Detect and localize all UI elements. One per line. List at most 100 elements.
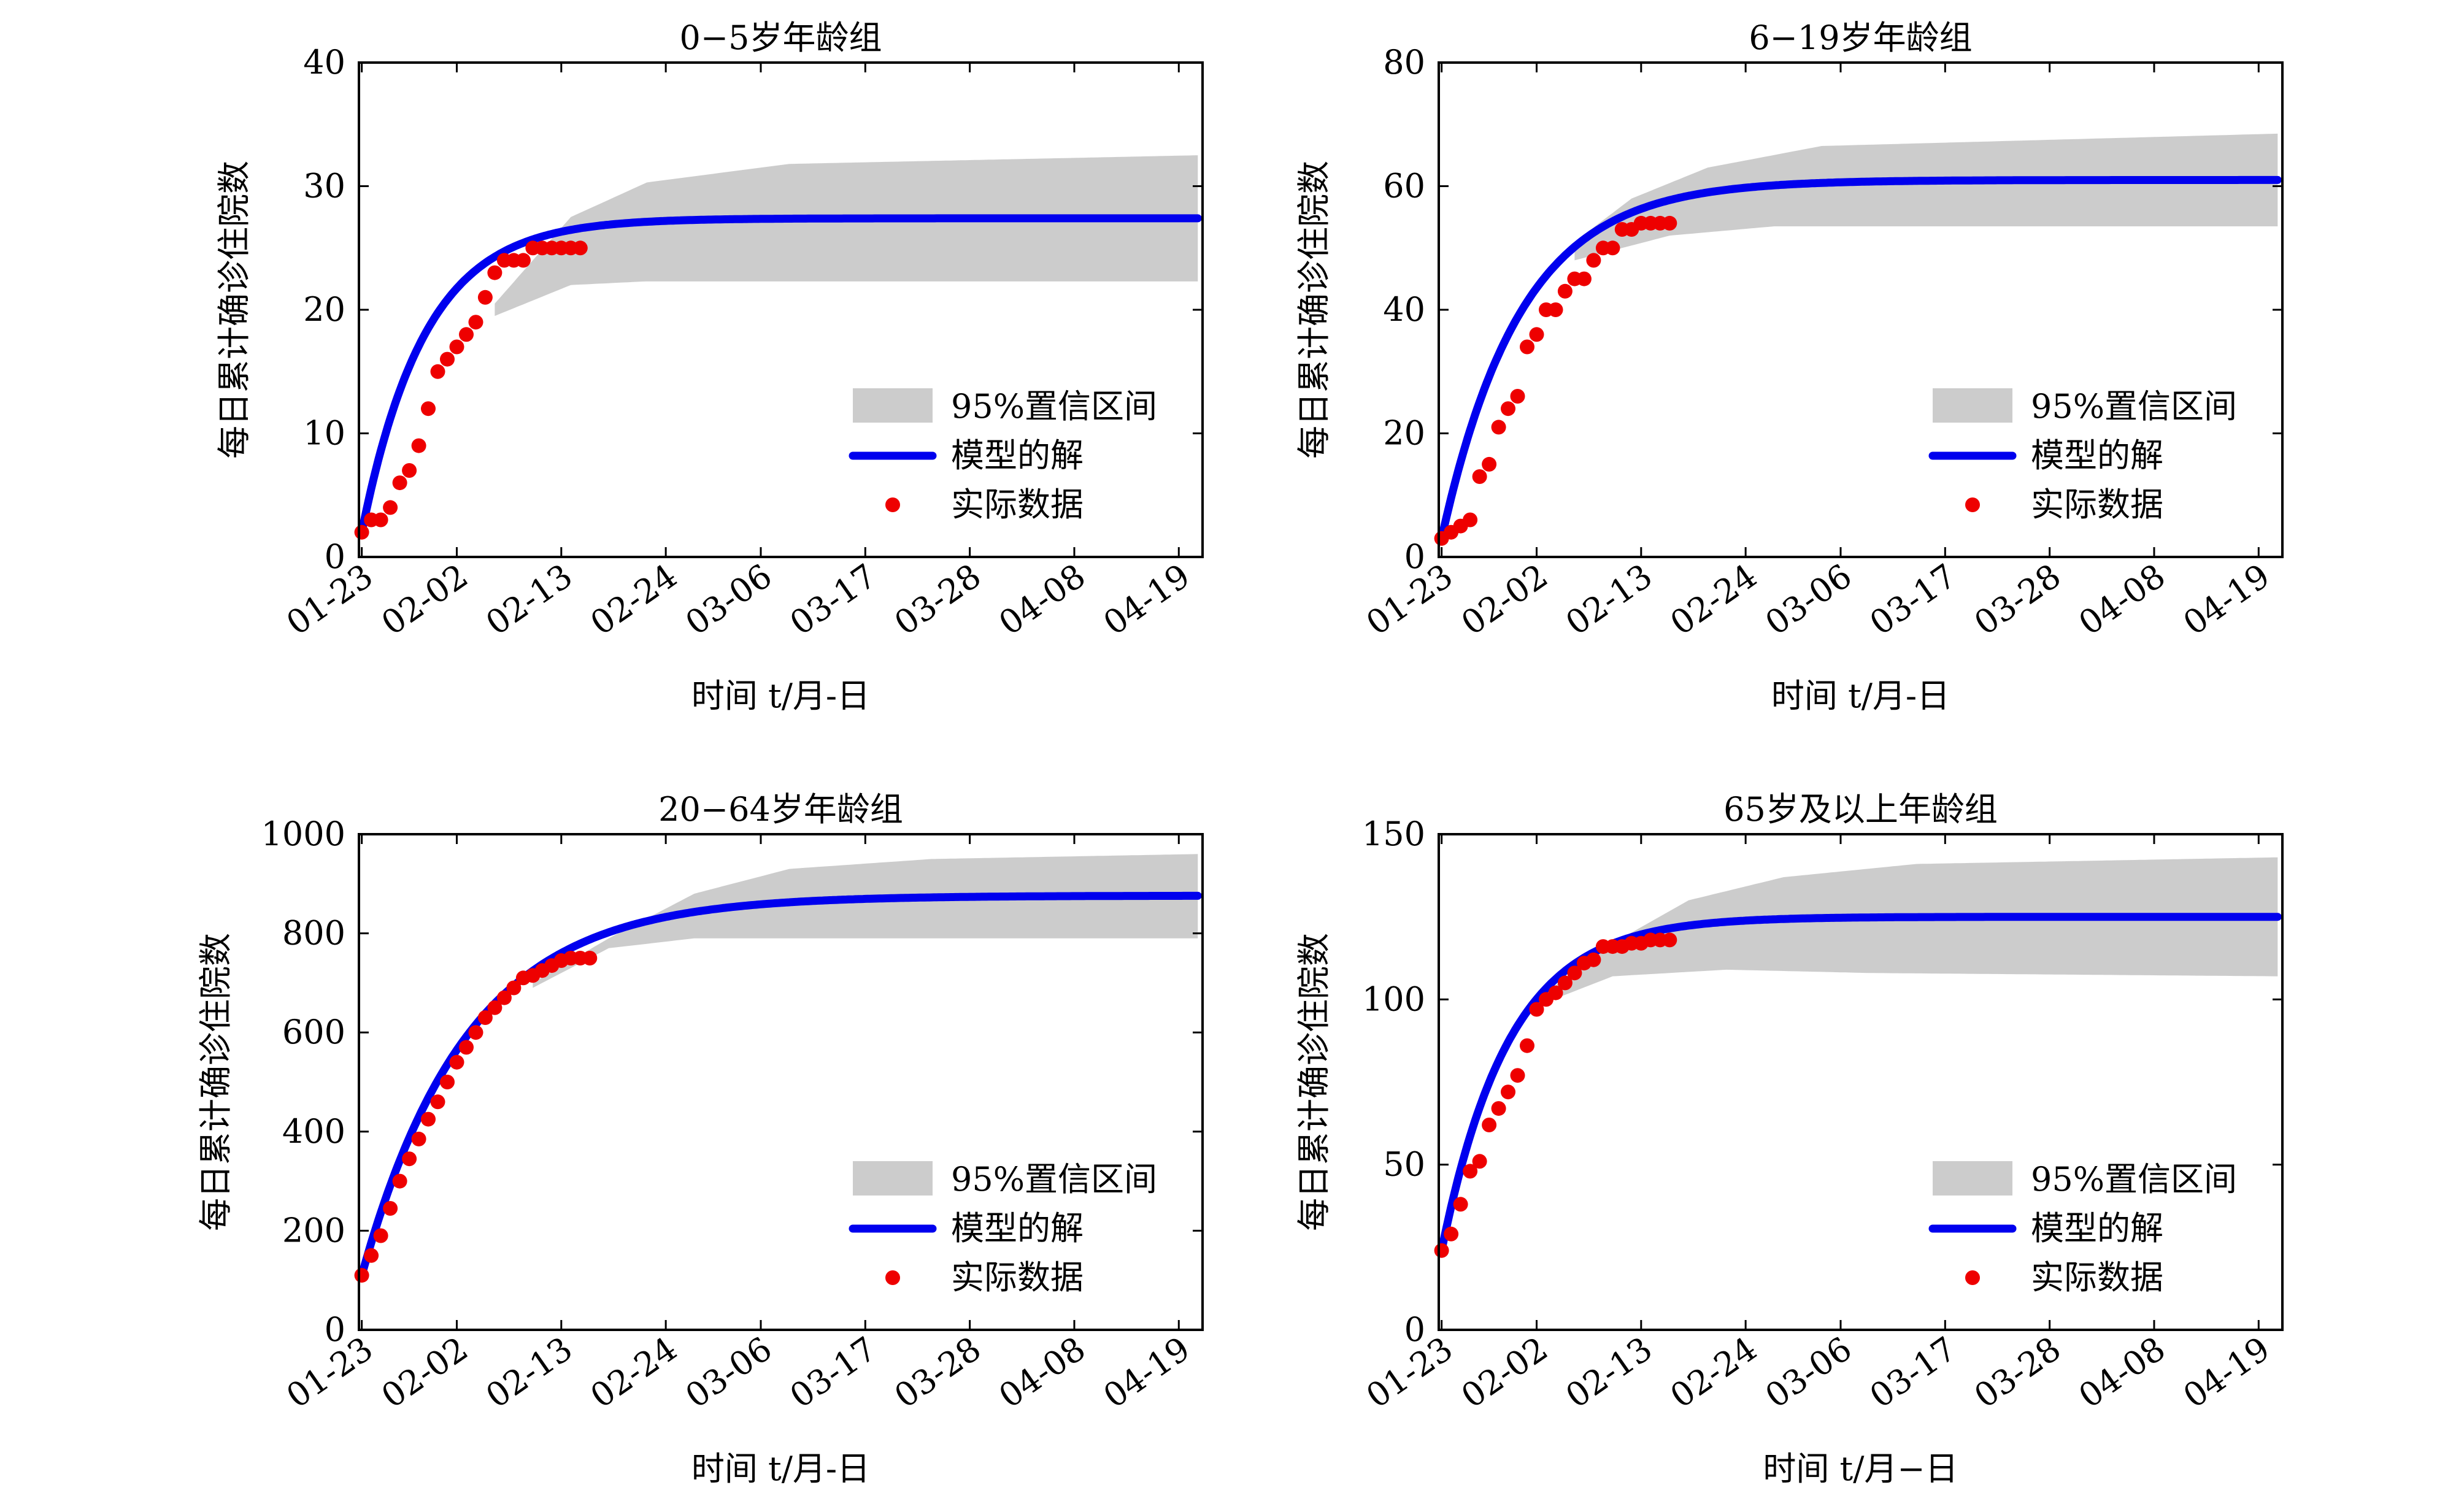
legend-band-label: 95%置信区间 [951,1160,1157,1199]
x-tick-label: 04-19 [1096,1329,1197,1416]
legend-band-swatch [853,1161,933,1196]
y-tick-label: 400 [282,1112,345,1151]
y-tick-label: 0 [325,1310,345,1349]
data-point [1557,975,1573,991]
data-point [373,512,388,528]
x-tick-label: 03-28 [1967,556,2068,643]
data-point [515,253,531,268]
x-tick-label: 04-19 [1096,556,1197,643]
data-point [411,1131,426,1146]
data-point [1510,389,1525,404]
legend-data-label: 实际数据 [2031,1258,2163,1297]
data-point [468,315,483,330]
x-tick-label: 02-13 [479,556,580,643]
data-point [402,463,417,478]
y-tick-label: 0 [325,537,345,576]
data-point [354,524,369,540]
data-point [449,1054,464,1070]
x-tick-label: 03-06 [679,556,779,643]
legend-model-label: 模型的解 [951,1209,1084,1248]
legend-model-label: 模型的解 [2031,436,2163,475]
chart-title: 6−19岁年龄组 [1749,18,1972,57]
confidence-band [533,854,1198,988]
data-point [430,364,445,379]
chart-title: 65岁及以上年龄组 [1723,790,1998,829]
x-tick-label: 03-06 [679,1329,779,1416]
model-curve [1438,175,2282,543]
x-tick-label: 02-02 [1454,556,1555,643]
legend-model-label: 模型的解 [951,436,1084,475]
x-tick-label: 03-17 [783,556,884,643]
data-point [1491,1101,1506,1116]
data-point [459,327,474,342]
data-point [1472,469,1487,484]
data-point [449,339,464,355]
data-point [354,1268,369,1283]
y-tick-label: 100 [1362,980,1425,1018]
data-point [477,1010,493,1025]
legend-data-swatch [1965,497,1980,512]
x-tick-label: 03-28 [887,556,988,643]
x-axis-label: 时间 t/月-日 [691,1449,870,1488]
data-point [1548,302,1563,317]
x-tick-label: 02-13 [479,1329,580,1416]
data-point [1482,456,1497,472]
legend-band-swatch [1933,1161,2012,1196]
legend-data-label: 实际数据 [2031,485,2163,524]
legend-band-label: 95%置信区间 [2031,387,2237,426]
y-tick-label: 80 [1383,43,1425,82]
y-tick-label: 40 [303,43,345,82]
y-tick-label: 0 [1404,1310,1425,1349]
data-point [1586,952,1601,967]
x-tick-label: 02-02 [1454,1329,1555,1416]
legend-data-label: 实际数据 [951,485,1084,524]
y-tick-label: 200 [282,1211,345,1249]
data-point [1463,512,1478,528]
chart-title: 0−5岁年龄组 [680,18,882,57]
x-tick-label: 02-24 [1663,1329,1764,1416]
confidence-band [495,155,1198,317]
y-tick-label: 1000 [261,815,345,853]
y-tick-label: 0 [1404,537,1425,576]
x-tick-label: 03-28 [1967,1329,2068,1416]
data-point [1586,253,1601,268]
data-point [468,1025,483,1040]
y-tick-label: 50 [1383,1145,1425,1184]
data-point [1491,420,1506,435]
data-point [1501,401,1515,416]
legend-data-swatch [885,497,900,512]
x-tick-label: 04-19 [2176,556,2277,643]
y-tick-label: 150 [1362,815,1425,853]
data-point [487,265,502,280]
data-point [1510,1068,1525,1083]
data-point [477,290,493,305]
data-point [572,240,588,256]
legend-data-swatch [885,1270,900,1285]
data-point [1434,1243,1449,1258]
data-point [1567,965,1582,981]
legend-band-swatch [853,388,933,423]
x-tick-label: 04-08 [992,556,1093,643]
x-tick-label: 04-08 [992,1329,1093,1416]
axes-frame [358,61,1204,558]
legend-model-label: 模型的解 [2031,1209,2163,1248]
y-tick-label: 20 [303,290,345,329]
confidence-band [1574,133,2278,261]
data-point [440,1075,455,1089]
y-axis-label: 每日累计确诊住院数 [215,161,253,459]
data-point [1557,283,1573,299]
data-point [1529,327,1544,342]
legend-data-swatch [1965,1270,1980,1285]
data-point [487,1000,502,1015]
legend-data-label: 实际数据 [951,1258,1084,1297]
axes-frame [358,833,1204,1331]
axes-frame [1438,61,2284,558]
x-tick-label: 02-13 [1559,556,1660,643]
legend-band-swatch [1933,388,2012,423]
data-point [430,1094,445,1110]
data-point [383,1201,398,1216]
x-tick-label: 02-02 [374,1329,475,1416]
